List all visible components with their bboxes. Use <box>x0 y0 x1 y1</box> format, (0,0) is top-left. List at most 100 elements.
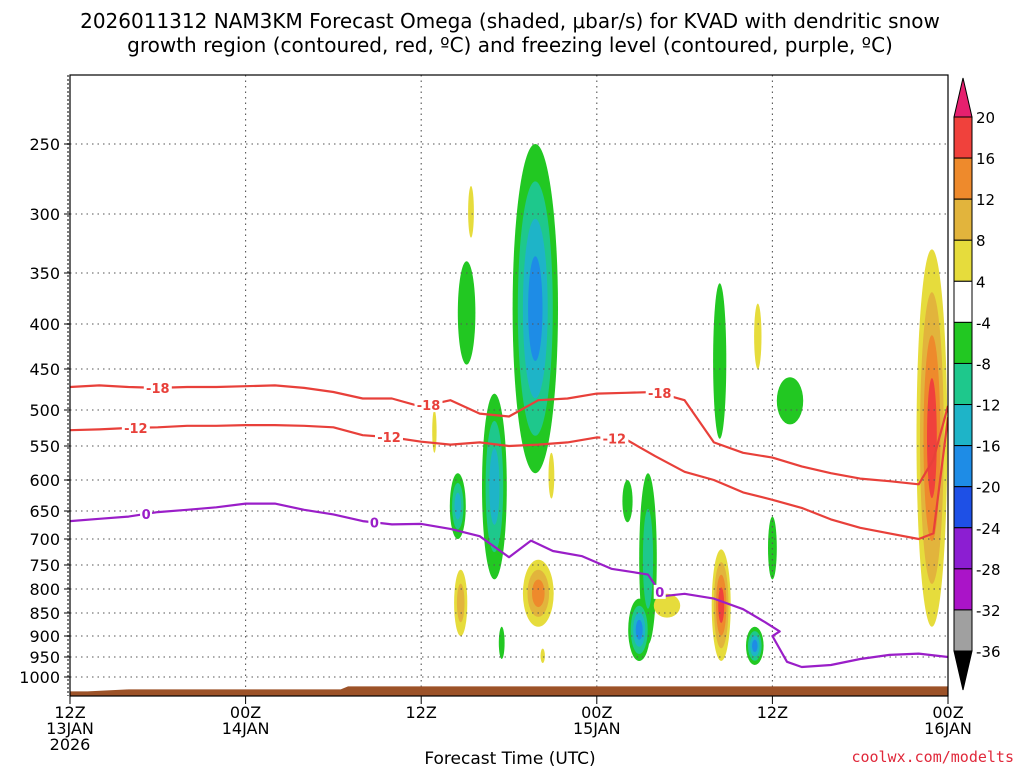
omega-blob-left-green-column-level-0 <box>457 261 476 365</box>
x-tick-label-5-1: 00Z <box>932 703 963 722</box>
colorbar-label-5: -4 <box>976 314 991 332</box>
isotherm-freezing-level <box>70 502 948 669</box>
y-tick-label-350: 350 <box>29 264 60 283</box>
omega-blob-yellow-c-level-0 <box>548 452 555 499</box>
y-tick-label-750: 750 <box>29 556 60 575</box>
colorbar-label-13: -36 <box>976 643 1001 661</box>
chart-title-line2: growth region (contoured, red, ºC) and f… <box>127 33 893 57</box>
terrain-fill <box>70 686 948 696</box>
omega-blob-convective-core-level-3 <box>718 587 725 623</box>
omega-blob-tall-green-b-level-1 <box>642 508 654 609</box>
y-tick-label-450: 450 <box>29 360 60 379</box>
isotherm-label-freezing-level-0: 0 <box>142 508 151 523</box>
isotherm-label-bg-freezing-level-1 <box>368 515 381 530</box>
colorbar-bin-4-8 <box>953 239 973 282</box>
colorbar-bin--12--8 <box>953 362 973 406</box>
y-axis: 250 300 350 400 450 500 550 600 650 700 750 800 850 9… <box>19 135 70 687</box>
isotherm-label-freezing-level-1: 0 <box>370 516 379 531</box>
plot-border <box>69 74 949 697</box>
isotherm-label-bg-freezing-level-0 <box>140 506 153 521</box>
x-tick-label-2-1: 12Z <box>406 703 437 722</box>
isotherm-label-bg-minus18-0 <box>143 380 172 395</box>
y-tick-label-1000: 1000 <box>19 668 60 687</box>
isotherm-label-minus18-0: -18 <box>146 382 170 397</box>
x-tick-label-5-2: 16JAN <box>924 719 972 738</box>
colorbar-label-12: -32 <box>976 602 1001 620</box>
colorbar-label-1: 16 <box>976 150 995 168</box>
colorbar-bin-16-20 <box>953 116 973 159</box>
credit-text: coolwx.com/modelts <box>851 748 1014 766</box>
colorbar-bottom-triangle <box>953 650 973 691</box>
omega-blob-yellow-g-level-0 <box>653 593 681 618</box>
isotherm-label-bg-minus12-1 <box>375 430 404 445</box>
y-tick-label-800: 800 <box>29 580 60 599</box>
y-tick-label-300: 300 <box>29 205 60 224</box>
omega-blob-yellow-e-level-1 <box>456 583 465 623</box>
omega-blob-right-green-e-level-0 <box>776 377 804 425</box>
isotherm-label-bg-minus12-2 <box>600 431 629 446</box>
omega-blob-yellow-h-level-0 <box>754 303 762 369</box>
isotherm-label-bg-minus18-1 <box>414 398 443 413</box>
y-tick-label-600: 600 <box>29 471 60 490</box>
isotherm-minus12 <box>70 417 948 541</box>
isotherm-label-bg-freezing-level-2 <box>653 584 666 599</box>
isotherm-label-minus12-2: -12 <box>603 433 627 448</box>
isotherm-label-minus18-2: -18 <box>648 387 672 402</box>
omega-blob-green-h-level-0 <box>498 626 505 660</box>
omega-blob-bottom-green-c-level-3 <box>635 619 643 640</box>
y-tick-label-850: 850 <box>29 604 60 623</box>
colorbar-bin--36--32 <box>953 609 973 652</box>
x-tick-label-1-1: 00Z <box>230 703 261 722</box>
colorbar-label-10: -24 <box>976 520 1001 538</box>
omega-blob-upper-green-plume-level-3 <box>528 256 543 361</box>
y-tick-label-250: 250 <box>29 135 60 154</box>
isotherm-label-minus18-1: -18 <box>417 399 441 414</box>
isotherm-contours: -18 -18 -18 -12 -12 -12 0 0 0 <box>70 380 948 669</box>
x-tick-label-0-2: 13JAN <box>46 719 94 738</box>
isotherm-label-bg-minus12-0 <box>121 420 150 435</box>
isotherm-label-freezing-level-2: 0 <box>655 586 664 601</box>
colorbar-label-0: 20 <box>976 109 995 127</box>
x-tick-label-0-3: 2026 <box>50 735 91 754</box>
colorbar-bin-8-12 <box>953 198 973 241</box>
chart-title-line1: 2026011312 NAM3KM Forecast Omega (shaded… <box>80 9 940 33</box>
y-tick-label-950: 950 <box>29 648 60 667</box>
isotherm-label-minus12-1: -12 <box>377 431 401 446</box>
x-tick-label-3-1: 00Z <box>581 703 612 722</box>
colorbar-label-4: 4 <box>976 273 986 291</box>
colorbar-bin--4-4 <box>953 280 973 323</box>
colorbar-label-3: 8 <box>976 232 986 250</box>
colorbar-label-9: -20 <box>976 479 1001 497</box>
omega-blob-small-green-a-level-0 <box>622 480 633 523</box>
x-tick-label-0-1: 12Z <box>54 703 85 722</box>
x-tick-label-1-2: 14JAN <box>222 719 270 738</box>
colorbar-bin--20--16 <box>953 445 973 488</box>
colorbar-bin--16--12 <box>953 404 973 447</box>
pressure-gridlines <box>70 75 948 696</box>
y-tick-label-700: 700 <box>29 530 60 549</box>
omega-blob-bottom-green-g-level-3 <box>752 639 758 653</box>
terrain-surface <box>70 686 948 696</box>
isotherm-label-minus12-0: -12 <box>124 422 148 437</box>
isotherm-label-bg-minus18-2 <box>645 386 674 401</box>
x-axis-label: Forecast Time (UTC) <box>424 749 595 768</box>
omega-blob-yellow-f-level-0 <box>540 648 545 663</box>
colorbar-bin--28--24 <box>953 527 973 570</box>
omega-blob-mid-green-column-level-2 <box>489 448 500 525</box>
y-tick-label-900: 900 <box>29 627 60 646</box>
colorbar-top-triangle <box>953 77 973 118</box>
omega-blob-low-left-green-level-2 <box>454 492 462 520</box>
x-tick-label-4-1: 12Z <box>757 703 788 722</box>
colorbar-bin-12-16 <box>953 157 973 200</box>
colorbar-bin--24--20 <box>953 486 973 529</box>
isotherm-minus18 <box>70 384 948 486</box>
plot-area <box>70 75 948 696</box>
colorbar-label-2: 12 <box>976 191 995 209</box>
colorbar-label-6: -8 <box>976 355 991 373</box>
colorbar-bin--32--28 <box>953 568 973 611</box>
y-tick-label-550: 550 <box>29 437 60 456</box>
colorbar: 20 16 12 8 4 -4 -8 -12 -16 -20 -24 -28 -32 -36 <box>953 77 1001 691</box>
omega-blob-tall-green-d-level-0 <box>713 283 727 439</box>
